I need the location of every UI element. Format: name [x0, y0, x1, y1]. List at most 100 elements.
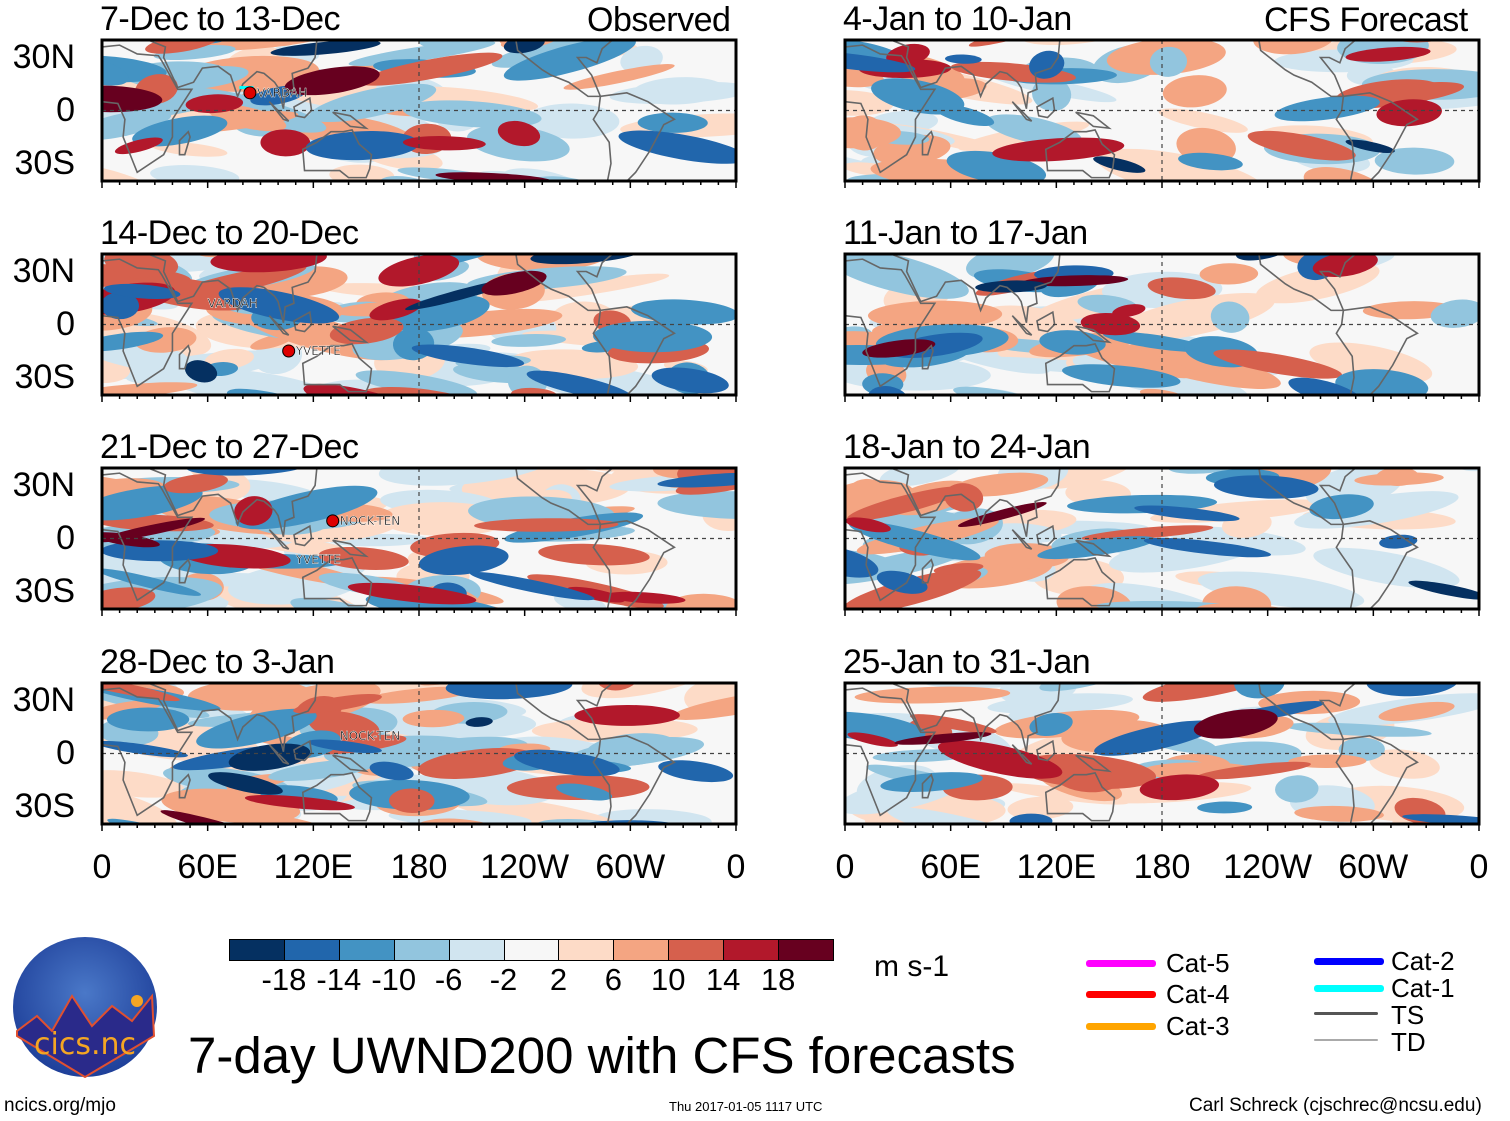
easterly-anomaly — [1102, 331, 1210, 353]
easterly-anomaly — [150, 164, 240, 181]
source-url[interactable]: ncics.org/mjo — [4, 1095, 116, 1116]
easterly-anomaly — [845, 50, 916, 73]
coastline — [890, 683, 1061, 752]
coastline — [1258, 683, 1357, 741]
lon-label: 120W — [1223, 848, 1313, 886]
coastline — [178, 558, 191, 584]
uwnd-map — [843, 681, 1481, 831]
westerly-anomaly — [362, 686, 475, 704]
westerly-anomaly — [984, 543, 1070, 569]
westerly-anomaly — [102, 85, 163, 113]
easterly-anomaly — [657, 472, 736, 488]
easterly-anomaly — [445, 683, 573, 700]
easterly-anomaly — [1394, 188, 1481, 189]
easterly-anomaly — [1062, 364, 1181, 388]
coastline — [147, 683, 318, 752]
lat-label: 0 — [56, 519, 75, 557]
easterly-anomaly — [1288, 377, 1362, 395]
colorbar-swatch — [229, 939, 285, 961]
coastline — [515, 468, 614, 526]
easterly-anomaly — [1096, 600, 1249, 609]
coastline — [1011, 529, 1033, 550]
lon-label: 180 — [390, 848, 448, 886]
easterly-anomaly — [102, 568, 202, 596]
easterly-anomaly — [102, 485, 203, 521]
lat-label: 0 — [56, 734, 75, 772]
coastline — [592, 306, 676, 395]
author-credit: Carl Schreck (cjschrec@ncsu.edu) — [1189, 1095, 1482, 1116]
colorbar-tick-label: 18 — [760, 962, 796, 997]
westerly-anomaly — [1096, 148, 1266, 181]
legend-label: Cat-5 — [1166, 948, 1230, 978]
colorbar-swatch — [283, 939, 340, 961]
coastline — [1335, 306, 1419, 395]
easterly-anomaly — [324, 399, 383, 403]
panel-title: 7-Dec to 13-Dec — [100, 0, 341, 38]
easterly-anomaly — [975, 280, 1048, 293]
westerly-anomaly — [567, 586, 625, 603]
easterly-anomaly — [104, 283, 181, 300]
colorbar-swatch — [723, 939, 780, 961]
westerly-anomaly — [260, 129, 311, 157]
coastline — [890, 40, 1061, 109]
coastline — [1075, 111, 1112, 130]
lat-label: 30S — [14, 144, 76, 182]
westerly-anomaly — [621, 825, 698, 832]
coastline — [268, 744, 290, 765]
westerly-anomaly — [574, 704, 680, 726]
coastline — [921, 773, 934, 799]
westerly-anomaly — [318, 546, 409, 570]
storm-label: NOCK-TEN — [340, 729, 401, 743]
figure-title: 7-day UWND200 with CFS forecasts — [188, 1027, 1016, 1084]
westerly-anomaly — [402, 136, 486, 151]
coastline — [332, 754, 369, 773]
westerly-anomaly — [1213, 252, 1365, 253]
colorbar-swatch — [668, 939, 725, 961]
easterly-anomaly — [578, 825, 638, 832]
coastline — [1075, 325, 1112, 344]
westerly-anomaly — [862, 339, 936, 358]
lon-label: 60E — [177, 848, 238, 886]
easterly-anomaly — [879, 468, 961, 487]
easterly-anomaly — [235, 485, 378, 530]
coastline — [890, 254, 1061, 323]
coastline — [293, 310, 313, 333]
easterly-anomaly — [1408, 580, 1479, 600]
westerly-anomaly — [102, 699, 164, 721]
easterly-anomaly — [526, 370, 633, 395]
cfs-forecast-label: CFS Forecast — [1264, 1, 1468, 39]
storm-label: YVETTE — [295, 553, 341, 567]
uwnd-map — [843, 252, 1481, 402]
westerly-anomaly — [1303, 167, 1386, 181]
coastline — [268, 529, 290, 550]
westerly-anomaly — [910, 714, 997, 734]
coastline — [301, 129, 373, 179]
coastline — [147, 40, 318, 109]
coastline — [1335, 92, 1419, 181]
coastline — [102, 44, 194, 174]
coastline — [592, 520, 676, 609]
easterly-anomaly — [637, 112, 708, 133]
colorbar-tick-label: 10 — [651, 962, 686, 997]
easterly-anomaly — [618, 130, 736, 164]
storm-label: VARDAH — [208, 296, 258, 310]
easterly-anomaly — [1275, 775, 1319, 803]
coastline — [1036, 310, 1056, 333]
easterly-anomaly — [1094, 720, 1217, 756]
easterly-anomaly — [998, 683, 1077, 706]
easterly-anomaly — [1402, 814, 1479, 824]
easterly-anomaly — [102, 109, 172, 141]
cyclone-icon — [243, 86, 257, 100]
westerly-anomaly — [1199, 263, 1259, 285]
coastline — [1258, 40, 1357, 98]
westerly-anomaly — [1369, 749, 1440, 779]
westerly-anomaly — [538, 543, 650, 566]
easterly-anomaly — [102, 740, 188, 758]
easterly-anomaly — [208, 772, 283, 795]
westerly-anomaly — [563, 64, 675, 90]
coastline — [332, 539, 369, 558]
coastline — [1075, 539, 1112, 558]
lon-label: 120E — [273, 848, 354, 886]
coastline — [845, 44, 937, 174]
legend-label: Cat-3 — [1166, 1011, 1230, 1041]
